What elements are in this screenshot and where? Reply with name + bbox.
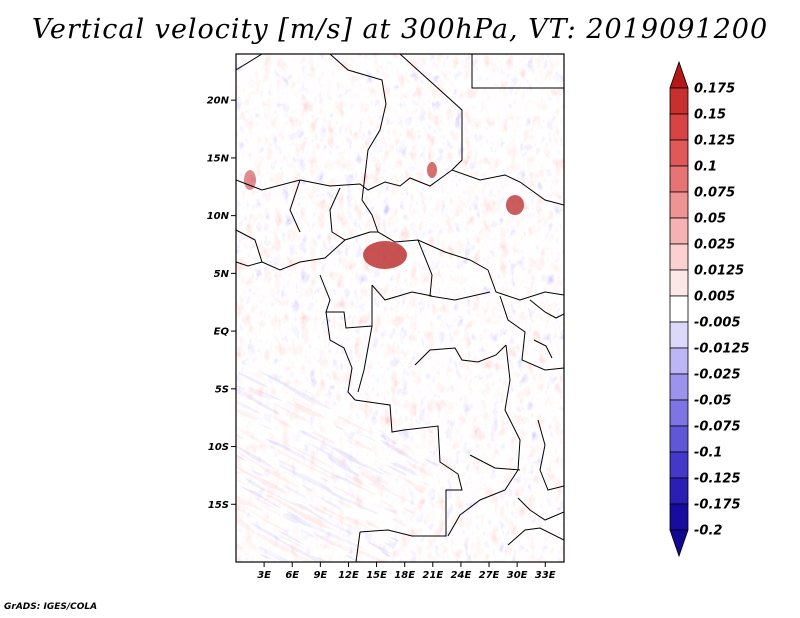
colorbar-label: -0.0125 (694, 342, 750, 357)
colorbar-label: 0.175 (694, 82, 735, 97)
colorbar-swatch (669, 477, 689, 505)
colorbar-label: -0.05 (694, 394, 731, 409)
colorbar: 0.175 0.15 0.125 0.1 0.075 0.05 0.025 0.0125 0.0… (669, 60, 750, 558)
colorbar-swatch (669, 60, 689, 89)
colorbar-swatch (669, 87, 689, 115)
lon-label: 12E (338, 570, 359, 581)
colorbar-label: 0.0125 (694, 264, 744, 279)
colorbar-label: -0.075 (694, 420, 741, 435)
colorbar-label: -0.175 (694, 498, 741, 513)
lat-label: 5S (215, 384, 229, 395)
lon-label: 3E (257, 570, 271, 581)
colorbar-swatch (669, 529, 689, 558)
colorbar-label: -0.005 (694, 316, 741, 331)
velocity-field (236, 54, 564, 562)
lon-label: 21E (422, 570, 443, 581)
colorbar-swatch (669, 113, 689, 141)
lon-label: 15E (366, 570, 387, 581)
colorbar-swatch (669, 295, 689, 323)
chart-title: Vertical velocity [m/s] at 300hPa, VT: 2… (31, 14, 769, 45)
colorbar-swatch (669, 399, 689, 427)
lon-label: 9E (313, 570, 327, 581)
colorbar-label: 0.075 (694, 186, 735, 201)
colorbar-label: 0.05 (694, 212, 726, 227)
lon-label: 24E (451, 570, 472, 581)
lon-label: 33E (535, 570, 556, 581)
colorbar-label: 0.005 (694, 290, 735, 305)
colorbar-label: 0.025 (694, 238, 735, 253)
colorbar-swatch (669, 165, 689, 193)
colorbar-label: -0.1 (694, 446, 722, 461)
colorbar-swatch (669, 425, 689, 453)
lat-label: EQ (214, 327, 230, 338)
lat-label: 15N (207, 153, 230, 164)
country-borders (236, 54, 564, 562)
lat-label: 15S (208, 500, 229, 511)
colorbar-swatch (669, 503, 689, 531)
colorbar-swatch (669, 451, 689, 479)
latitude-axis: 20N 15N 10N 5N EQ 5S 10S 15S (207, 96, 236, 511)
colorbar-swatch (669, 321, 689, 349)
colorbar-label: -0.025 (694, 368, 741, 383)
colorbar-label: -0.125 (694, 472, 741, 487)
grads-credit: GrADS: IGES/COLA (4, 602, 98, 612)
lon-label: 6E (285, 570, 299, 581)
colorbar-swatch (669, 191, 689, 219)
lat-label: 5N (214, 269, 230, 280)
colorbar-label: 0.15 (694, 108, 726, 123)
colorbar-swatch (669, 347, 689, 375)
colorbar-label: 0.125 (694, 134, 735, 149)
lon-label: 18E (394, 570, 415, 581)
lat-label: 20N (207, 96, 230, 107)
colorbar-swatch (669, 269, 689, 297)
lon-label: 27E (479, 570, 500, 581)
colorbar-swatch (669, 373, 689, 401)
map-frame (235, 53, 565, 563)
colorbar-swatch (669, 217, 689, 245)
colorbar-swatch (669, 243, 689, 271)
lon-label: 30E (507, 570, 528, 581)
longitude-axis: 3E 6E 9E 12E 15E 18E 21E 24E 27E 30E 33E (257, 562, 556, 581)
lat-label: 10S (208, 442, 229, 453)
colorbar-label: -0.2 (694, 524, 722, 539)
colorbar-label: 0.1 (694, 160, 717, 175)
lat-label: 10N (207, 211, 230, 222)
colorbar-swatch (669, 139, 689, 167)
